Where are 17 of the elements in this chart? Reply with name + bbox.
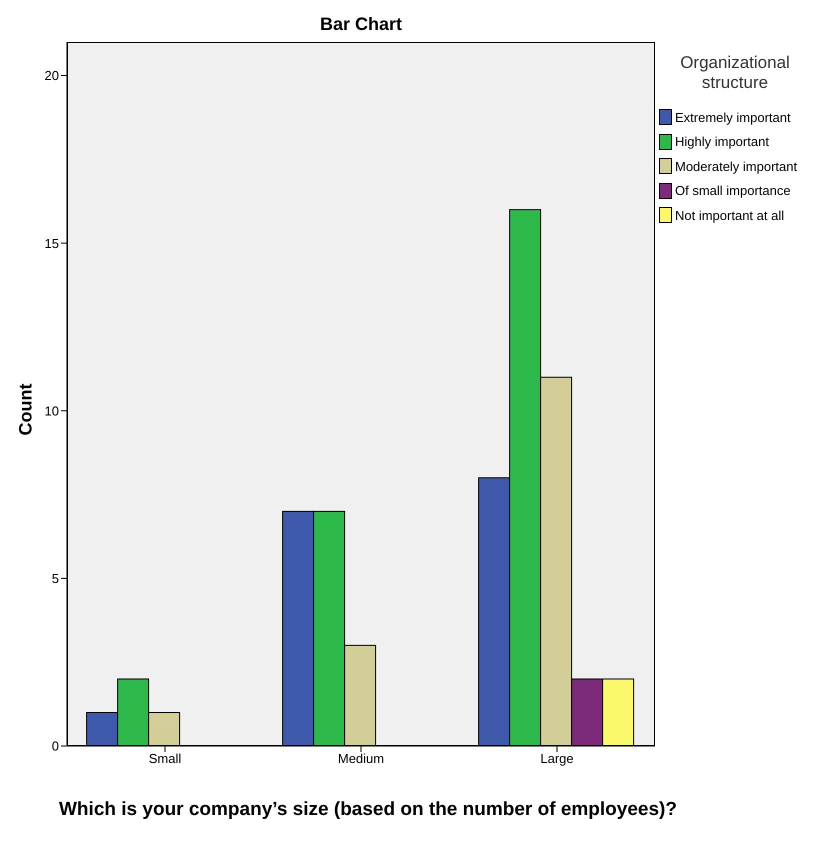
chart-title: Bar Chart	[318, 14, 404, 35]
legend-label: Of small importance	[675, 183, 791, 198]
legend-label: Moderately important	[675, 158, 798, 174]
y-tick-label: 5	[52, 570, 59, 586]
x-tick-label: Small	[148, 751, 182, 766]
x-tick-label: Large	[540, 751, 574, 766]
y-tick-label: 10	[44, 403, 59, 418]
y-tick-label: 0	[52, 738, 59, 754]
y-tick-label: 20	[44, 68, 59, 84]
y-axis-title: Count	[16, 383, 36, 435]
legend-title: Organizational structure	[679, 53, 791, 93]
legend-label: Not important at all	[675, 208, 784, 223]
x-axis-title: Which is your company’s size (based on the number of employees)?	[58, 798, 678, 821]
x-tick-label: Medium	[338, 751, 384, 766]
legend-label: Extremely important	[675, 110, 791, 125]
legend-label: Highly important	[675, 134, 769, 150]
y-tick-label: 15	[44, 236, 59, 251]
